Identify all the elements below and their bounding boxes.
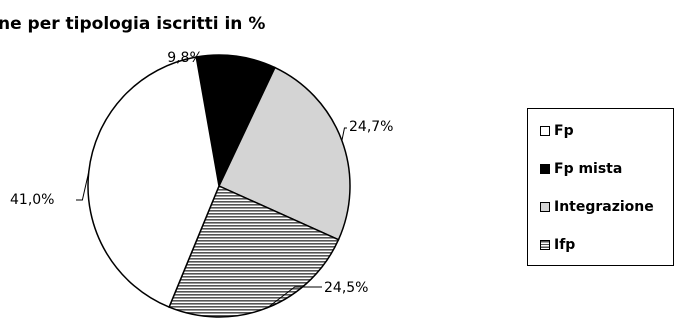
slice-label-ifp: 24,5% (324, 280, 368, 296)
legend-swatch-fp (540, 126, 550, 136)
legend-item-integrazione: Integrazione (540, 199, 654, 215)
leader-line-ifp (267, 286, 322, 309)
slice-label-fp: 41,0% (10, 192, 54, 208)
legend-swatch-integrazione (540, 202, 550, 212)
legend-item-fp: Fp (540, 123, 574, 139)
pie-slice-fp-mista (195, 54, 276, 189)
legend-label-ifp: Ifp (554, 237, 576, 253)
leader-line-fp (76, 171, 90, 201)
legend-swatch-fp-mista (540, 164, 550, 174)
legend-label-fp: Fp (554, 123, 574, 139)
legend-label-integrazione: Integrazione (554, 199, 654, 215)
slice-label-fp-mista: 9,8% (167, 50, 203, 66)
pie-slice-integrazione (217, 66, 351, 241)
chart-legend: Fp Fp mista Integrazione Ifp (527, 108, 674, 266)
legend-item-ifp: Ifp (540, 237, 575, 253)
slice-label-integrazione: 24,7% (349, 119, 393, 135)
legend-swatch-ifp (540, 240, 550, 250)
legend-label-fp-mista: Fp mista (554, 161, 623, 177)
legend-item-fp-mista: Fp mista (540, 161, 622, 177)
chart-title: ne per tipologia iscritti in % (0, 14, 266, 34)
leader-line-integrazione (341, 127, 347, 141)
